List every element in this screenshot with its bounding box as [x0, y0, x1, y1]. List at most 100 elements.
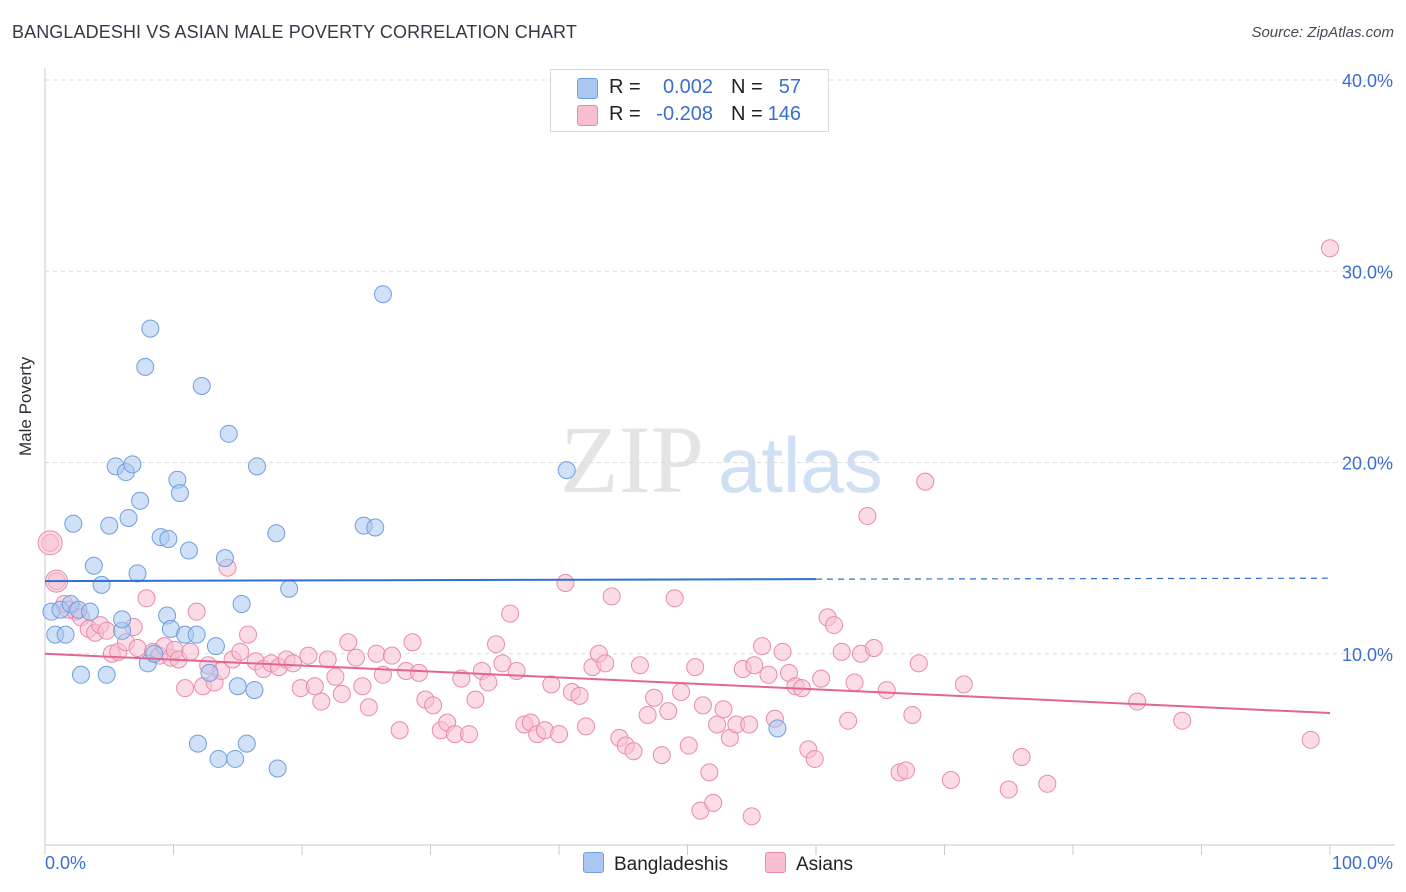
asians-point: [941, 770, 960, 789]
asians-point: [714, 700, 733, 719]
asians-point: [181, 642, 200, 661]
asians-point: [832, 642, 851, 661]
asians-point: [877, 681, 896, 700]
bangladeshis-point: [228, 677, 247, 696]
asians-point: [638, 705, 657, 724]
asians-point: [239, 625, 258, 644]
asians-point: [231, 642, 250, 661]
bangladeshis-point: [280, 579, 299, 598]
bottom-legend-swatch: [583, 852, 604, 873]
bangladeshis-point: [206, 637, 225, 656]
asians-point: [550, 725, 568, 744]
asians-point: [452, 669, 471, 688]
asians-point: [1173, 711, 1192, 730]
bangladeshis-point: [159, 530, 178, 548]
legend-r-value: 0.002: [662, 76, 713, 98]
legend-swatch-bangladeshis: [577, 78, 598, 99]
bangladeshis-point: [170, 484, 189, 503]
bangladeshis-point: [123, 455, 142, 474]
bangladeshis-point: [557, 461, 576, 480]
bangladeshis-point: [56, 625, 75, 644]
asians-point: [332, 684, 351, 703]
asians-point: [501, 604, 520, 623]
asians-point: [864, 639, 883, 658]
bangladeshis-point: [187, 625, 206, 644]
bangladeshis-point: [84, 556, 103, 575]
asians-point: [339, 633, 358, 652]
asians-point: [137, 589, 156, 608]
bangladeshis-point: [119, 508, 138, 527]
asians-point: [652, 746, 671, 765]
bangladeshis-point: [226, 749, 245, 768]
source-label: Source: ZipAtlas.com: [1251, 24, 1394, 41]
bangladeshis-point: [136, 357, 155, 376]
asians-point: [1038, 774, 1057, 793]
asians-point: [1012, 748, 1031, 767]
asians-point: [187, 602, 206, 621]
bottom-legend-label: Asians: [796, 854, 854, 875]
bangladeshis-point: [141, 319, 160, 338]
asians-point: [493, 654, 512, 673]
asians-point: [570, 686, 589, 705]
legend: R = 0.002 N = 57 R = -0.208 N = 146: [550, 69, 829, 132]
asians-point: [460, 725, 479, 744]
asians-point: [700, 763, 719, 782]
y-tick-label: 30.0%: [1342, 262, 1393, 282]
legend-swatch-asians: [577, 105, 598, 126]
asians-point: [858, 507, 877, 526]
bangladeshis-point: [245, 681, 264, 700]
bangladeshis-point: [232, 595, 251, 614]
legend-r-value: -0.208: [656, 103, 713, 125]
asians-point: [37, 530, 63, 556]
asians-point: [630, 656, 649, 675]
asians-point: [753, 637, 772, 656]
bottom-legend-bangladeshis: Bangladeshis: [583, 852, 728, 876]
asians-point: [305, 677, 324, 696]
legend-n-value: 146: [767, 103, 801, 125]
asians-point: [909, 654, 928, 673]
bangladeshis-point: [92, 575, 111, 594]
asians-point: [556, 573, 575, 592]
bottom-legend-label: Bangladeshis: [614, 854, 729, 875]
asians-point: [602, 587, 621, 606]
asians-point: [359, 698, 378, 717]
y-tick-label: 10.0%: [1342, 645, 1393, 665]
asians-point: [624, 742, 643, 761]
bangladeshis-point: [71, 665, 90, 684]
legend-n-label: N =: [731, 76, 763, 98]
asians-point: [693, 696, 712, 715]
bangladeshis-trend-line: [44, 578, 817, 583]
bangladeshis-point: [209, 749, 228, 768]
bangladeshis-point: [192, 377, 211, 395]
bangladeshis-point: [268, 759, 287, 778]
bangladeshis-point: [237, 734, 256, 753]
bangladeshis-point: [373, 285, 392, 304]
bangladeshis-point: [267, 524, 286, 543]
asians-point: [409, 663, 428, 682]
asians-point: [542, 675, 561, 694]
asians-point: [740, 715, 759, 734]
y-tick-label: 40.0%: [1342, 71, 1393, 91]
asians-point: [487, 635, 506, 654]
asians-point: [1301, 730, 1320, 749]
bangladeshis-point: [215, 549, 234, 568]
bangladeshis-point: [219, 424, 238, 443]
legend-r-label: R =: [609, 103, 641, 125]
asians-point: [576, 717, 595, 736]
asians-point: [312, 692, 331, 711]
asians-point: [128, 639, 147, 658]
asians-point: [645, 688, 664, 707]
asians-point: [353, 677, 372, 696]
asians-point: [742, 807, 761, 826]
asians-point: [999, 780, 1018, 799]
bangladeshis-point: [200, 663, 219, 682]
legend-r-label: R =: [609, 76, 641, 98]
bangladeshis-point: [179, 541, 198, 560]
asians-point: [367, 644, 386, 663]
asians-point: [424, 696, 443, 715]
watermark: ZIP atlas: [560, 406, 883, 513]
asians-point: [659, 702, 678, 721]
x-tick-label: 100.0%: [1332, 853, 1393, 873]
asians-point: [299, 646, 318, 665]
